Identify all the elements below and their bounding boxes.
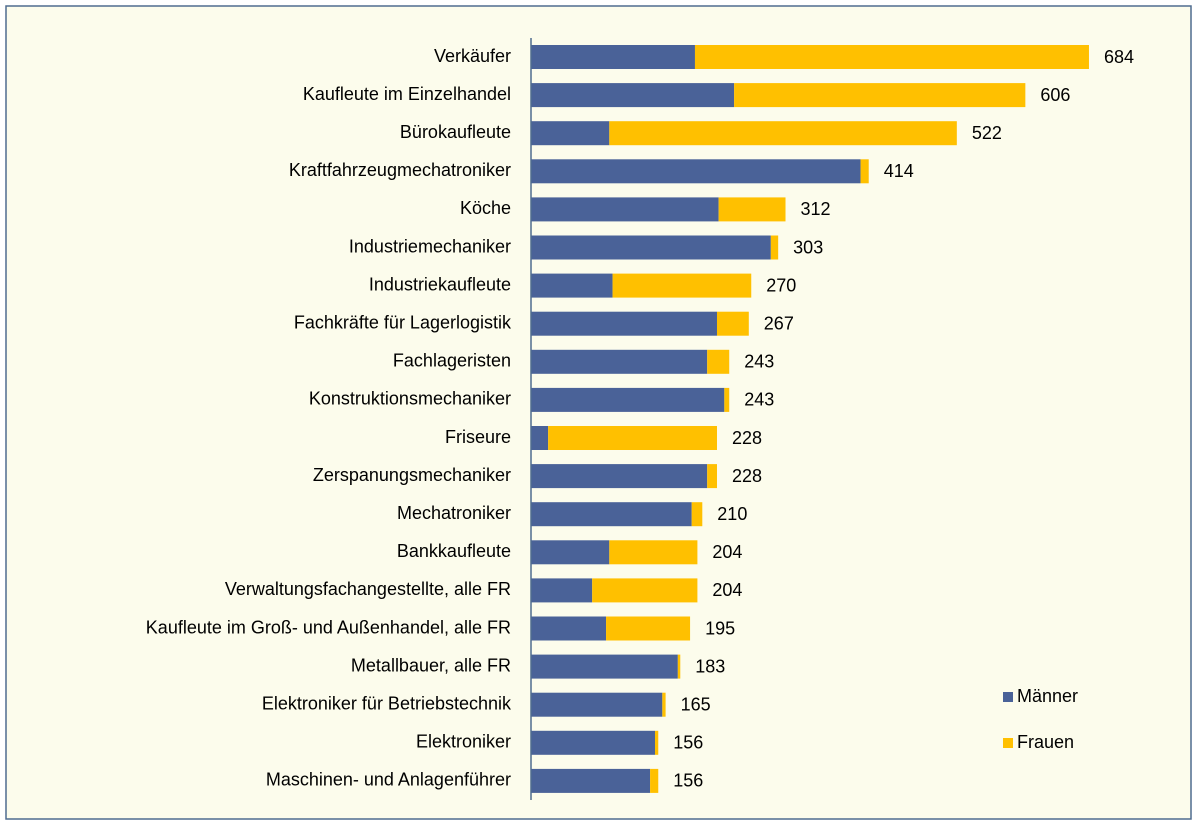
total-label: 270 <box>766 275 796 295</box>
bar-segment <box>531 311 717 336</box>
y-tick-label: Konstruktionsmechaniker <box>309 389 511 409</box>
bar-segment <box>531 540 610 565</box>
y-tick-label: Kaufleute im Groß- und Außenhandel, alle… <box>146 617 511 637</box>
bar-segment <box>531 464 708 489</box>
total-label: 267 <box>764 313 794 333</box>
total-label: 243 <box>744 390 774 410</box>
y-tick-label: Elektroniker <box>416 732 511 752</box>
y-tick-label: Köche <box>460 198 511 218</box>
y-tick-label: Industriemechaniker <box>349 236 511 256</box>
legend-label: Frauen <box>1017 732 1074 752</box>
total-label: 243 <box>744 352 774 372</box>
y-tick-label: Kraftfahrzeugmechatroniker <box>289 160 511 180</box>
total-label: 228 <box>732 466 762 486</box>
total-label: 522 <box>972 123 1002 143</box>
total-label: 303 <box>793 237 823 257</box>
bar-segment <box>531 654 678 679</box>
bar-segment <box>531 616 607 641</box>
y-tick-label: Mechatroniker <box>397 503 511 523</box>
y-tick-label: Kaufleute im Einzelhandel <box>303 84 511 104</box>
total-label: 165 <box>681 694 711 714</box>
y-tick-label: Elektroniker für Betriebstechnik <box>262 693 512 713</box>
total-label: 204 <box>712 580 742 600</box>
bar-segment <box>707 464 717 489</box>
y-tick-label: Bürokaufleute <box>400 122 511 142</box>
y-tick-label: Verwaltungsfachangestellte, alle FR <box>225 579 511 599</box>
bar-segment <box>691 502 703 527</box>
bar-segment <box>531 768 651 793</box>
bar-segment <box>531 426 549 450</box>
y-tick-label: Verkäufer <box>434 46 511 66</box>
y-tick-label: Metallbauer, alle FR <box>351 655 511 675</box>
total-label: 228 <box>732 428 762 448</box>
bar-segment <box>718 197 786 222</box>
bar-segment <box>531 692 663 717</box>
y-tick-label: Fachkräfte für Lagerlogistik <box>294 312 512 332</box>
y-tick-label: Industriekaufleute <box>369 274 511 294</box>
legend-swatch <box>1003 738 1013 748</box>
bar-segment <box>531 235 771 260</box>
total-label: 156 <box>673 733 703 753</box>
bar-segment <box>531 502 692 527</box>
total-label: 684 <box>1104 47 1134 67</box>
bar-segment <box>531 273 613 298</box>
bar-segment <box>734 83 1026 108</box>
bar-segment <box>606 616 691 641</box>
bar-segment <box>612 273 752 298</box>
bar-segment <box>531 730 655 755</box>
bar-segment <box>662 692 666 717</box>
bar-segment <box>707 349 730 374</box>
bar-segment <box>531 578 593 603</box>
bar-segment <box>531 121 610 146</box>
bar-segment <box>860 159 869 184</box>
bar-segment <box>592 578 698 603</box>
bar-segment <box>531 45 695 69</box>
bar-segment <box>770 235 779 260</box>
total-label: 210 <box>717 504 747 524</box>
bar-segment <box>716 311 749 336</box>
bar-segment <box>650 768 659 793</box>
total-label: 195 <box>705 618 735 638</box>
legend-swatch <box>1003 692 1013 702</box>
bar-segment <box>531 159 861 184</box>
total-label: 183 <box>695 656 725 676</box>
bar-segment <box>531 83 735 108</box>
bar-segment <box>677 654 681 679</box>
total-label: 312 <box>801 199 831 219</box>
bar-segment <box>609 540 698 565</box>
y-tick-label: Friseure <box>445 427 511 447</box>
y-tick-label: Maschinen- und Anlagenführer <box>266 770 511 790</box>
bar-segment <box>609 121 957 146</box>
total-label: 414 <box>884 161 914 181</box>
bar-segment <box>724 387 730 412</box>
legend-label: Männer <box>1017 686 1078 706</box>
bar-segment <box>531 387 725 412</box>
total-label: 204 <box>712 542 742 562</box>
bar-segment <box>548 426 717 450</box>
bar-segment <box>654 730 659 755</box>
bar-segment <box>694 45 1089 69</box>
bar-segment <box>531 197 719 222</box>
bar-segment <box>531 349 708 374</box>
total-label: 606 <box>1040 85 1070 105</box>
y-tick-label: Fachlageristen <box>393 351 511 371</box>
total-label: 156 <box>673 771 703 791</box>
y-tick-label: Bankkaufleute <box>397 541 511 561</box>
y-tick-label: Zerspanungsmechaniker <box>313 465 511 485</box>
